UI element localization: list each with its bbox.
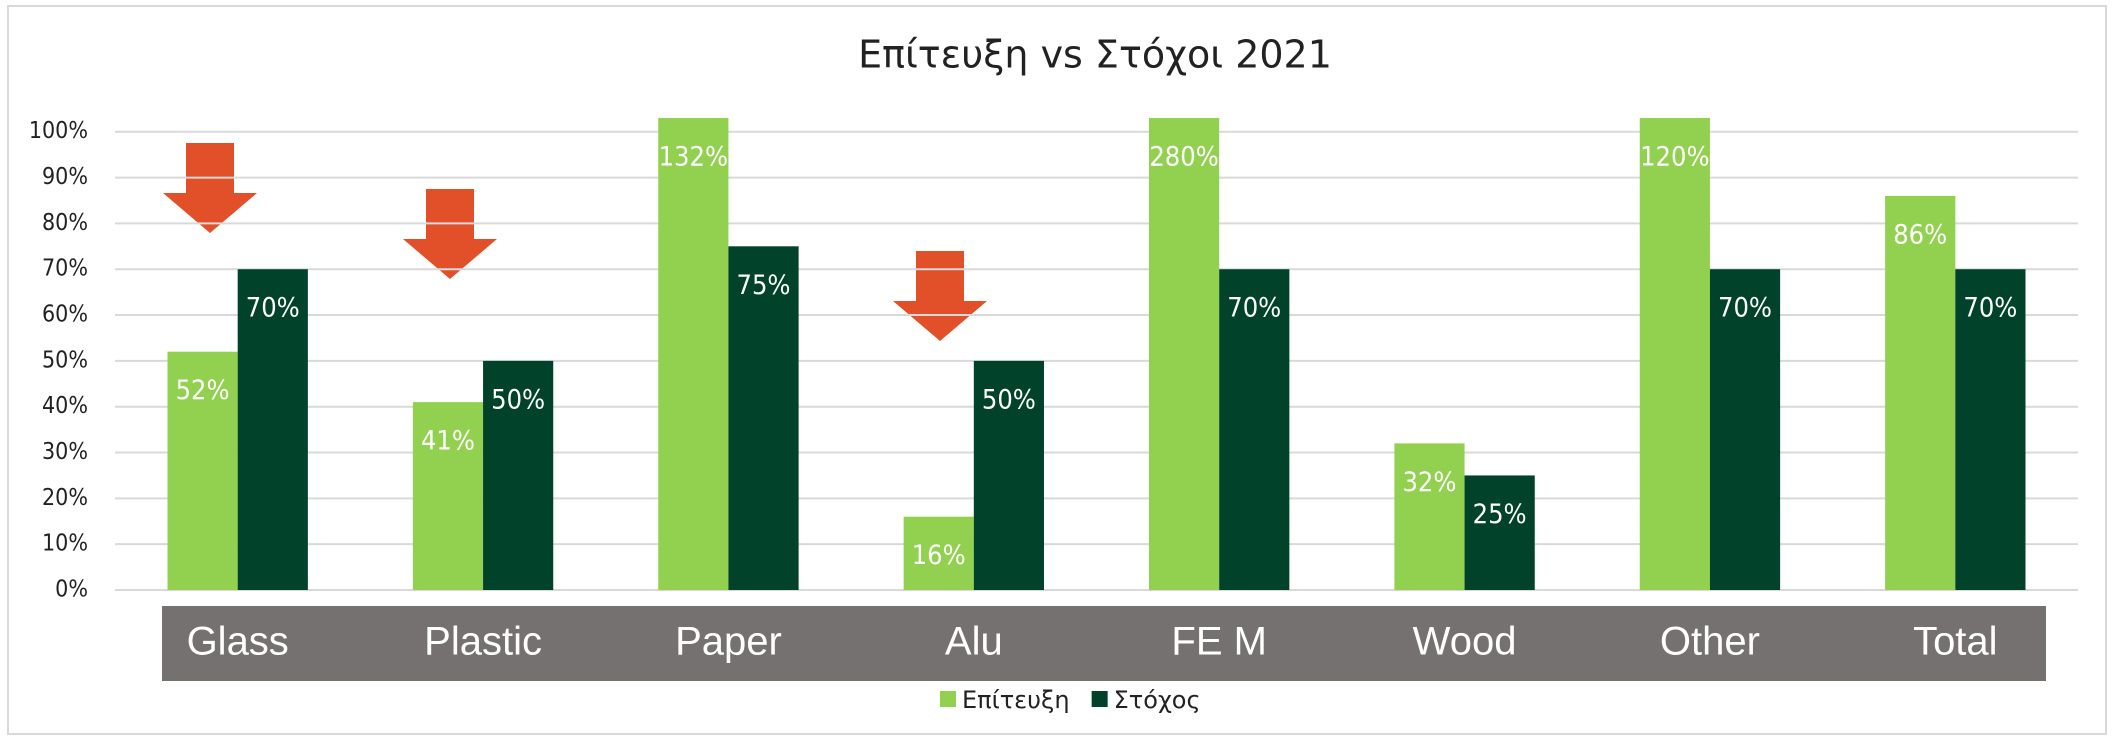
- value-label: 41%: [421, 426, 475, 457]
- value-label: 86%: [1893, 219, 1947, 250]
- bar: [1394, 443, 1465, 590]
- bar: [483, 360, 554, 590]
- legend-label: Επίτευξη: [962, 686, 1070, 714]
- bar: [412, 402, 484, 590]
- value-label: 132%: [659, 142, 728, 173]
- legend-label: Στόχος: [1114, 686, 1201, 714]
- bar: [167, 351, 238, 590]
- bar: [728, 246, 799, 591]
- y-tick-label: 50%: [42, 347, 88, 373]
- bar: [1639, 118, 1710, 590]
- x-tick-label: Other: [1660, 620, 1760, 664]
- value-label: 32%: [1402, 467, 1456, 498]
- down-arrow: [893, 251, 987, 341]
- bar: [658, 118, 729, 590]
- value-label: 16%: [912, 540, 966, 571]
- y-tick-label: 80%: [42, 210, 88, 236]
- bar: [1464, 475, 1535, 590]
- value-label: 280%: [1149, 142, 1218, 173]
- value-label: 70%: [246, 293, 300, 324]
- bar: [1885, 195, 1956, 591]
- y-tick-label: 40%: [42, 393, 88, 419]
- down-arrow: [403, 189, 497, 279]
- down-arrow: [163, 143, 257, 233]
- x-tick-label: Paper: [675, 620, 782, 664]
- y-tick-label: 60%: [42, 302, 88, 328]
- x-tick-label: Alu: [945, 620, 1003, 664]
- value-label: 70%: [1963, 293, 2017, 324]
- legend-swatch: [1091, 691, 1108, 707]
- bar: [973, 360, 1044, 590]
- x-tick-label: Wood: [1413, 620, 1517, 664]
- legend-swatch: [940, 691, 956, 707]
- bar: [1955, 269, 2026, 590]
- bar: [1149, 118, 1220, 590]
- x-tick-label: Total: [1913, 620, 1998, 664]
- y-tick-label: 10%: [42, 531, 88, 557]
- value-label: 25%: [1473, 499, 1527, 530]
- y-tick-label: 100%: [29, 118, 88, 144]
- y-tick-label: 70%: [42, 256, 88, 282]
- y-tick-label: 30%: [42, 439, 88, 465]
- value-label: 120%: [1640, 142, 1709, 173]
- value-label: 75%: [737, 270, 791, 301]
- bar: [1219, 269, 1290, 590]
- arrows: [163, 143, 987, 341]
- chart-title: Επίτευξη vs Στόχοι 2021: [858, 33, 1332, 77]
- value-label: 70%: [1227, 293, 1281, 324]
- bar: [1709, 269, 1781, 590]
- value-label: 70%: [1718, 293, 1772, 324]
- x-tick-label: Glass: [187, 620, 289, 664]
- bar: [237, 269, 308, 590]
- category-band: [162, 606, 2046, 681]
- y-tick-label: 20%: [42, 485, 88, 511]
- y-tick-label: 0%: [55, 577, 88, 603]
- value-label: 50%: [491, 384, 545, 415]
- x-tick-label: Plastic: [424, 620, 542, 664]
- value-label: 52%: [176, 375, 230, 406]
- value-label: 50%: [982, 384, 1036, 415]
- bar: [903, 516, 974, 590]
- y-tick-label: 90%: [42, 164, 88, 190]
- x-tick-label: FE M: [1171, 620, 1267, 664]
